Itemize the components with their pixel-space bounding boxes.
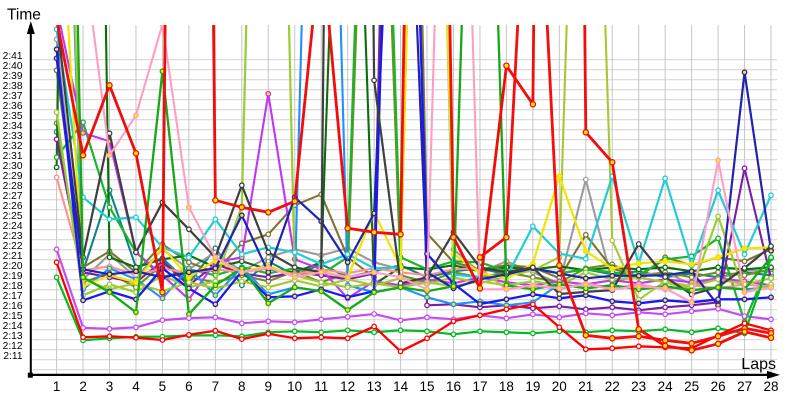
svg-text:2:29: 2:29 <box>3 171 23 182</box>
svg-text:2:27: 2:27 <box>3 191 23 202</box>
svg-text:3: 3 <box>106 379 114 394</box>
svg-text:2:37: 2:37 <box>3 91 23 102</box>
svg-text:2:26: 2:26 <box>3 201 23 212</box>
svg-text:6: 6 <box>185 379 193 394</box>
svg-text:24: 24 <box>658 379 674 394</box>
svg-text:2:15: 2:15 <box>3 311 23 322</box>
svg-text:2:41: 2:41 <box>3 51 23 62</box>
svg-text:2:30: 2:30 <box>3 161 23 172</box>
svg-text:18: 18 <box>499 379 514 394</box>
svg-text:2:33: 2:33 <box>3 131 23 142</box>
svg-text:2:11: 2:11 <box>3 351 22 362</box>
svg-text:Time: Time <box>7 7 41 24</box>
svg-text:25: 25 <box>684 379 699 394</box>
svg-text:13: 13 <box>367 379 382 394</box>
svg-text:2:24: 2:24 <box>3 221 23 232</box>
svg-text:2:17: 2:17 <box>3 291 23 302</box>
svg-text:7: 7 <box>212 379 220 394</box>
svg-text:2:13: 2:13 <box>3 331 23 342</box>
svg-text:1: 1 <box>53 379 61 394</box>
svg-text:20: 20 <box>552 379 567 394</box>
svg-text:19: 19 <box>525 379 540 394</box>
svg-text:2:39: 2:39 <box>3 71 23 82</box>
svg-text:11: 11 <box>314 379 328 394</box>
svg-text:27: 27 <box>737 379 752 394</box>
svg-text:2:16: 2:16 <box>3 301 23 312</box>
svg-text:10: 10 <box>287 379 302 394</box>
svg-text:28: 28 <box>763 379 778 394</box>
svg-text:2:31: 2:31 <box>3 151 23 162</box>
svg-text:2:19: 2:19 <box>3 271 23 282</box>
svg-text:4: 4 <box>132 379 140 394</box>
svg-text:12: 12 <box>340 379 355 394</box>
svg-text:16: 16 <box>446 379 461 394</box>
svg-text:2: 2 <box>79 379 87 394</box>
svg-text:2:28: 2:28 <box>3 181 23 192</box>
svg-text:2:22: 2:22 <box>3 241 23 252</box>
svg-text:17: 17 <box>472 379 487 394</box>
svg-text:2:36: 2:36 <box>3 101 23 112</box>
svg-text:2:12: 2:12 <box>3 341 23 352</box>
svg-text:2:25: 2:25 <box>3 211 23 222</box>
svg-text:23: 23 <box>631 379 646 394</box>
svg-text:22: 22 <box>605 379 620 394</box>
svg-text:Laps: Laps <box>741 356 776 373</box>
svg-text:26: 26 <box>711 379 726 394</box>
svg-text:2:21: 2:21 <box>3 251 23 262</box>
svg-text:2:35: 2:35 <box>3 111 23 122</box>
svg-text:2:32: 2:32 <box>3 141 23 152</box>
svg-text:14: 14 <box>393 379 409 394</box>
svg-text:8: 8 <box>238 379 246 394</box>
svg-text:9: 9 <box>265 379 273 394</box>
svg-text:2:14: 2:14 <box>3 321 23 332</box>
svg-text:2:38: 2:38 <box>3 81 23 92</box>
svg-text:5: 5 <box>159 379 167 394</box>
svg-text:2:23: 2:23 <box>3 231 23 242</box>
svg-text:2:18: 2:18 <box>3 281 23 292</box>
svg-text:21: 21 <box>578 379 593 394</box>
svg-text:15: 15 <box>419 379 434 394</box>
svg-text:2:20: 2:20 <box>3 261 23 272</box>
svg-text:2:34: 2:34 <box>3 121 23 132</box>
svg-text:2:40: 2:40 <box>3 61 23 72</box>
